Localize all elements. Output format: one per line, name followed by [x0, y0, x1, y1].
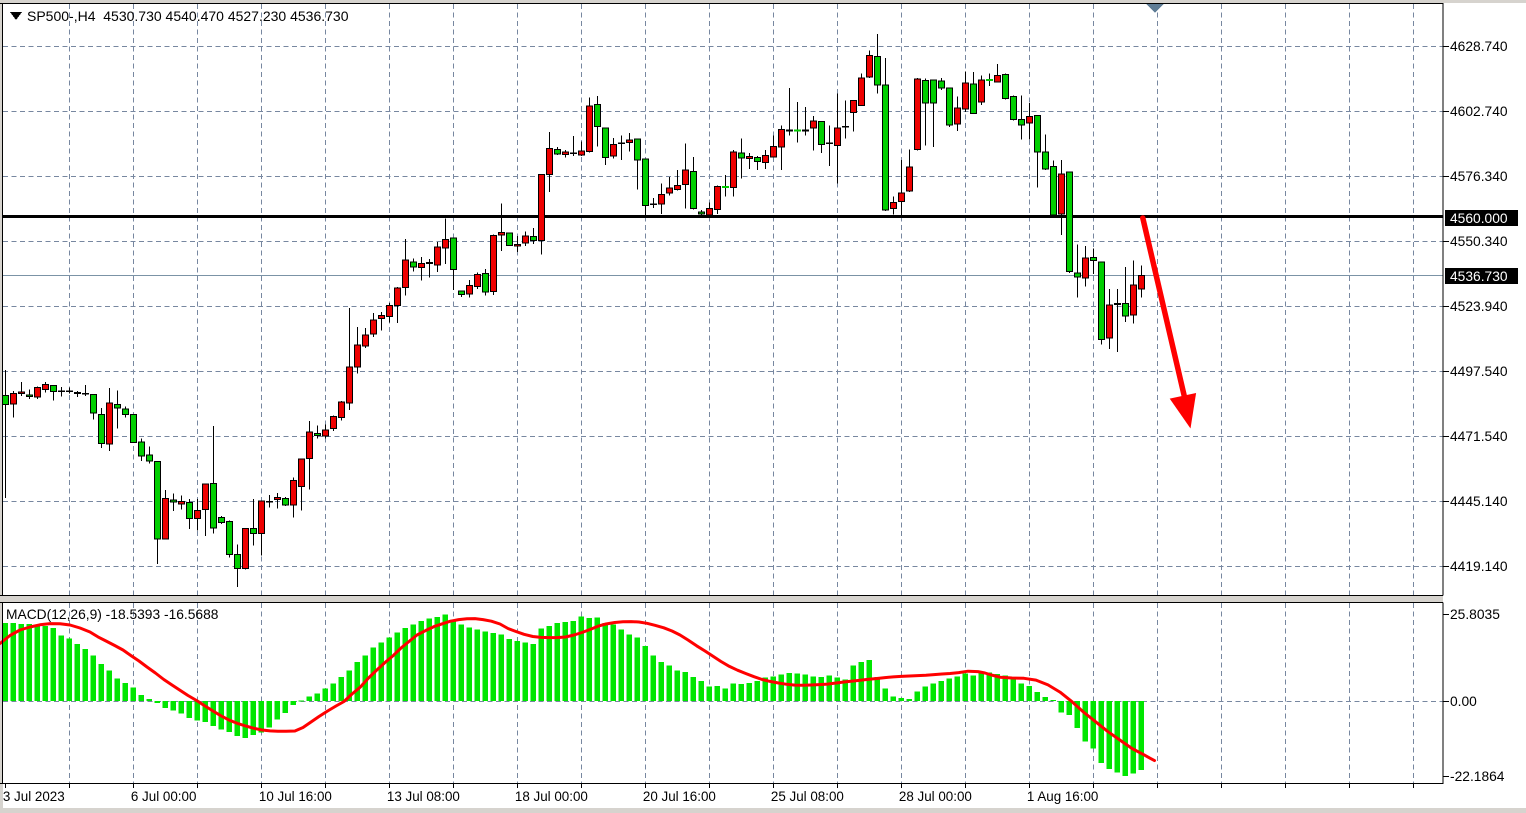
- svg-text:4497.540: 4497.540: [1450, 364, 1508, 379]
- svg-text:MACD(12,26,9) -18.5393 -16.568: MACD(12,26,9) -18.5393 -16.5688: [6, 607, 219, 622]
- svg-text:4602.740: 4602.740: [1450, 104, 1508, 119]
- svg-text:4536.730: 4536.730: [1450, 269, 1508, 284]
- svg-text:4576.340: 4576.340: [1450, 169, 1508, 184]
- svg-text:20 Jul 16:00: 20 Jul 16:00: [643, 789, 716, 804]
- svg-text:4560.000: 4560.000: [1450, 211, 1508, 226]
- svg-text:3 Jul 2023: 3 Jul 2023: [3, 789, 65, 804]
- svg-text:-22.1864: -22.1864: [1450, 769, 1505, 784]
- svg-text:10 Jul 16:00: 10 Jul 16:00: [259, 789, 332, 804]
- svg-text:0.00: 0.00: [1450, 694, 1477, 709]
- svg-text:18 Jul 00:00: 18 Jul 00:00: [515, 789, 588, 804]
- svg-text:4471.540: 4471.540: [1450, 429, 1508, 444]
- svg-text:25.8035: 25.8035: [1450, 607, 1500, 622]
- svg-text:SP500-,H4 4530.730 4540.470 4: SP500-,H4 4530.730 4540.470 4527.230 453…: [27, 8, 349, 24]
- svg-text:4523.940: 4523.940: [1450, 299, 1508, 314]
- svg-text:4628.740: 4628.740: [1450, 39, 1508, 54]
- svg-text:4419.140: 4419.140: [1450, 559, 1508, 574]
- svg-text:4550.340: 4550.340: [1450, 234, 1508, 249]
- svg-text:28 Jul 00:00: 28 Jul 00:00: [899, 789, 972, 804]
- svg-text:6 Jul 00:00: 6 Jul 00:00: [131, 789, 197, 804]
- svg-text:25 Jul 08:00: 25 Jul 08:00: [771, 789, 844, 804]
- svg-text:1 Aug 16:00: 1 Aug 16:00: [1027, 789, 1098, 804]
- svg-text:13 Jul 08:00: 13 Jul 08:00: [387, 789, 460, 804]
- svg-text:4445.140: 4445.140: [1450, 494, 1508, 509]
